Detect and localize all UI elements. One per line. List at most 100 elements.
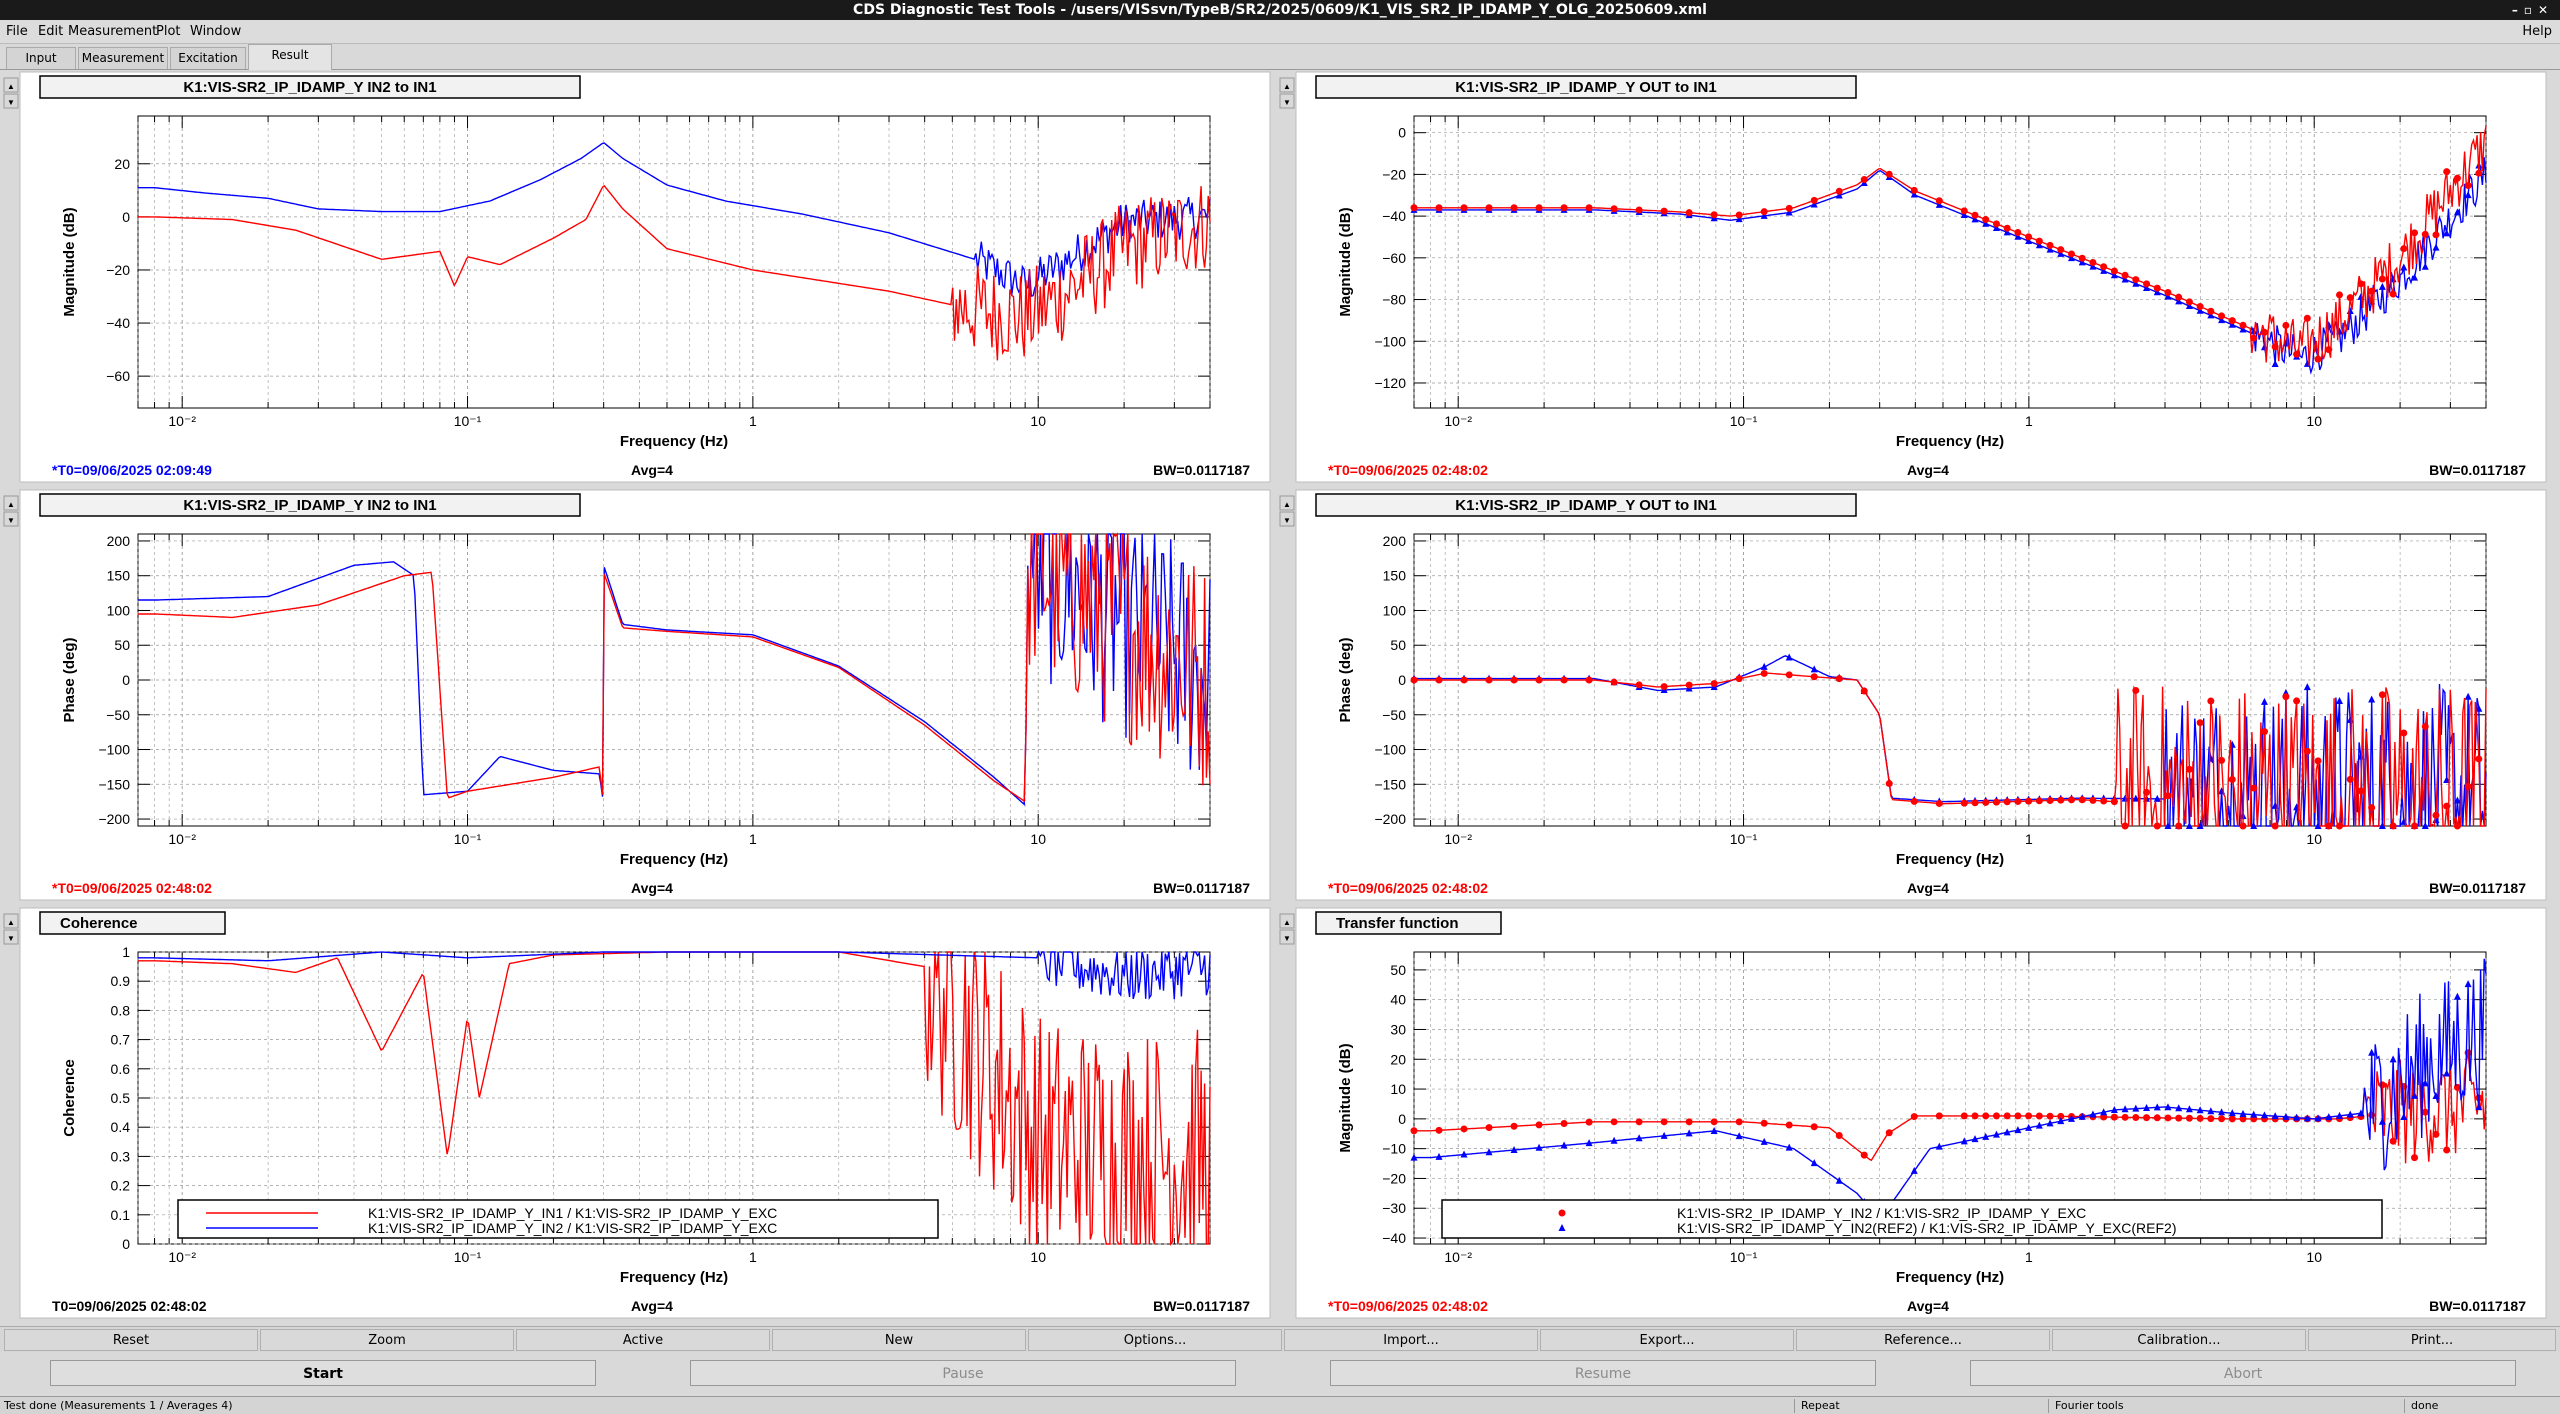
series-marker — [1810, 665, 1818, 673]
series-marker — [2218, 316, 2226, 324]
series-marker — [2400, 245, 2408, 253]
measurement-controls: Start Pause Resume Abort — [0, 1354, 2560, 1402]
status-repeat: Repeat — [1794, 1399, 1840, 1413]
tab-excitation[interactable]: Excitation — [170, 47, 246, 69]
print-button[interactable]: Print... — [2308, 1329, 2556, 1351]
scroll-up-icon: ▲ — [1283, 918, 1291, 927]
status-message: Test done (Measurements 1 / Averages 4) — [4, 1399, 233, 1412]
series-marker — [2432, 1130, 2440, 1138]
series-marker — [2464, 182, 2472, 190]
reset-button[interactable]: Reset — [4, 1329, 258, 1351]
series-marker — [2239, 822, 2247, 830]
y-axis-label: Coherence — [61, 1059, 78, 1137]
series-marker — [1410, 1127, 1418, 1135]
series-marker — [1485, 1148, 1493, 1156]
series-marker — [2303, 1114, 2311, 1122]
series-marker — [1860, 176, 1868, 184]
series-marker — [1971, 211, 1979, 219]
y-tick-label: 100 — [107, 602, 131, 618]
series-marker — [2443, 802, 2451, 810]
start-button[interactable]: Start — [50, 1360, 596, 1386]
series-marker — [1992, 1130, 2000, 1138]
series-marker — [2389, 1137, 2397, 1145]
new-button[interactable]: New — [772, 1329, 1026, 1351]
series-marker — [2260, 328, 2268, 336]
series-marker — [2314, 1114, 2322, 1122]
tab-input[interactable]: Input — [6, 47, 76, 69]
series-marker — [1610, 1136, 1618, 1144]
series-marker — [2335, 822, 2343, 830]
plot-frame — [1413, 115, 2487, 409]
series-marker — [2228, 317, 2236, 325]
series-marker — [2196, 1106, 2204, 1114]
legend-swatch — [1558, 1209, 1566, 1217]
import-button[interactable]: Import... — [1284, 1329, 1538, 1351]
y-axis-label: Magnitude (dB) — [61, 207, 78, 316]
series-marker — [2100, 263, 2108, 271]
series-marker — [2421, 722, 2429, 730]
x-tick-label: 10 — [1030, 831, 1046, 847]
series-marker — [2046, 241, 2054, 249]
options-button[interactable]: Options... — [1028, 1329, 1282, 1351]
plot-legend: K1:VIS-SR2_IP_IDAMP_Y_IN1 / K1:VIS-SR2_I… — [177, 1199, 939, 1239]
resume-button[interactable]: Resume — [1330, 1360, 1876, 1386]
series-marker — [2218, 756, 2226, 764]
zoom-button[interactable]: Zoom — [260, 1329, 514, 1351]
panel-title: K1:VIS-SR2_IP_IDAMP_Y OUT to IN1 — [1455, 79, 1716, 96]
series-marker — [2443, 229, 2451, 237]
scroll-down-icon: ▼ — [7, 934, 15, 943]
menu-window[interactable]: Window — [190, 24, 242, 39]
series-marker — [2035, 241, 2043, 249]
pause-button[interactable]: Pause — [690, 1360, 1236, 1386]
series-marker — [1610, 205, 1618, 213]
series-marker — [2411, 1091, 2419, 1099]
menu-help[interactable]: Help — [2522, 24, 2552, 39]
series-marker — [2314, 757, 2322, 765]
x-tick-label: 1 — [749, 831, 757, 847]
series-marker — [2164, 1114, 2172, 1122]
menu-edit[interactable]: Edit — [38, 24, 64, 39]
series-marker — [1910, 1113, 1918, 1121]
series-marker — [2357, 787, 2365, 795]
series-marker — [2357, 280, 2365, 288]
tab-measurement[interactable]: Measurement — [78, 47, 168, 69]
x-tick-label: 10 — [1030, 413, 1046, 429]
menu-file[interactable]: File — [6, 24, 28, 39]
series-marker — [2378, 1117, 2386, 1125]
series-marker — [2110, 1113, 2118, 1121]
series-marker — [1560, 1119, 1568, 1127]
series-marker — [2132, 1113, 2140, 1121]
y-axis-label: Magnitude (dB) — [1337, 1043, 1354, 1152]
series-marker — [2067, 1114, 2075, 1122]
panel-scroll-up-button — [1279, 913, 1295, 929]
y-tick-label: −60 — [1382, 250, 1406, 266]
tab-result[interactable]: Result — [248, 44, 332, 70]
panel-title-box — [39, 911, 226, 935]
series-marker — [2078, 254, 2086, 262]
active-button[interactable]: Active — [516, 1329, 770, 1351]
series-marker — [2175, 297, 2183, 305]
series-marker — [2218, 1115, 2226, 1123]
series-marker — [1971, 1135, 1979, 1143]
panel-bw: BW=0.0117187 — [1153, 880, 1250, 896]
series-marker — [2196, 303, 2204, 311]
series-marker — [1810, 1159, 1818, 1167]
abort-button[interactable]: Abort — [1970, 1360, 2516, 1386]
series-marker — [2443, 168, 2451, 176]
series-marker — [2239, 321, 2247, 329]
reference-button[interactable]: Reference... — [1796, 1329, 2050, 1351]
x-tick-label: 10⁻² — [1444, 413, 1472, 429]
menu-measurement[interactable]: Measurement — [68, 24, 158, 39]
series-marker — [1660, 207, 1668, 215]
series-marker — [2067, 796, 2075, 804]
series-marker — [2143, 1114, 2151, 1122]
series-marker — [1710, 1126, 1718, 1134]
series-marker — [2153, 822, 2161, 830]
y-tick-label: 10 — [1390, 1081, 1406, 1097]
calibration-button[interactable]: Calibration... — [2052, 1329, 2306, 1351]
menu-plot[interactable]: Plot — [156, 24, 181, 39]
series-marker — [2325, 346, 2333, 354]
series-marker — [2057, 1117, 2065, 1125]
export-button[interactable]: Export... — [1540, 1329, 1794, 1351]
window-controls[interactable]: –▫✕ — [2511, 3, 2554, 17]
